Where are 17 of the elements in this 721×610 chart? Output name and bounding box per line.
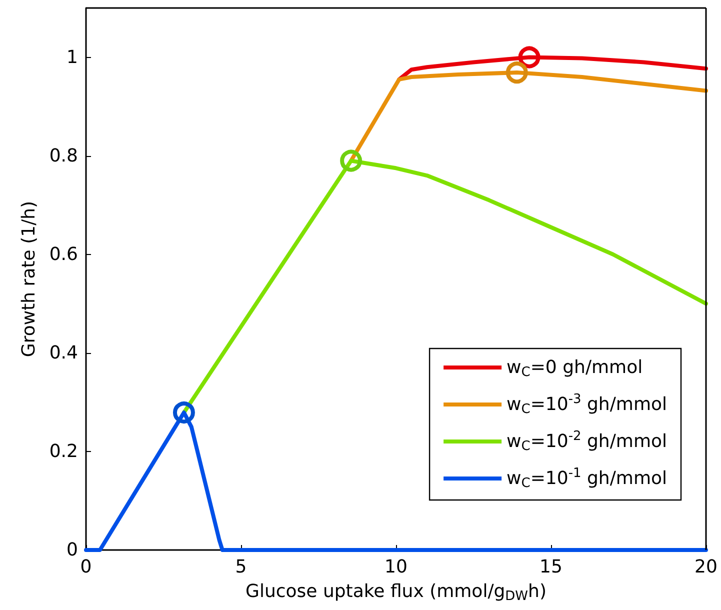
point bbox=[172, 402, 195, 424]
x-tick-label: 5 bbox=[235, 556, 247, 578]
point bbox=[340, 150, 362, 172]
x-tick-label: 10 bbox=[384, 556, 408, 578]
y-tick-label: 0 bbox=[66, 540, 78, 560]
point bbox=[518, 46, 540, 68]
x-tick-label: 0 bbox=[80, 556, 92, 578]
y-tick-label: 0.8 bbox=[49, 145, 78, 166]
point bbox=[506, 62, 528, 84]
y-tick-label: 0.4 bbox=[49, 342, 78, 364]
line-series bbox=[182, 158, 708, 415]
x-tick-label: 15 bbox=[540, 556, 562, 578]
x-tick-label: 20 bbox=[694, 556, 718, 578]
y-tick-label: 1 bbox=[66, 46, 78, 68]
y-axis-title: Growth rate (1/h) bbox=[18, 200, 40, 358]
y-tick-label: 0.6 bbox=[49, 244, 78, 265]
y-tick-label: 0.2 bbox=[49, 440, 78, 462]
